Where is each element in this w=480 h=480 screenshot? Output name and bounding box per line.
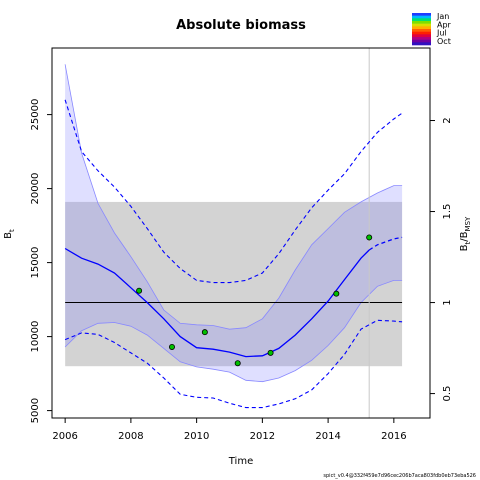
y2-tick-label: 0.5 bbox=[442, 386, 453, 402]
observation-point bbox=[333, 290, 340, 297]
x-tick-label: 2006 bbox=[52, 431, 77, 442]
observation-point bbox=[366, 234, 373, 241]
y2-tick-label: 1.5 bbox=[442, 204, 453, 220]
legend-label: Oct bbox=[437, 37, 451, 46]
legend-swatch bbox=[412, 34, 431, 38]
bmsy-band bbox=[65, 201, 403, 367]
observation-point bbox=[267, 349, 274, 356]
x-tick-label: 2010 bbox=[184, 431, 209, 442]
version-footnote: spict_v0.4@332f459e7d96cec206b7aca803fdb… bbox=[323, 473, 476, 479]
estimate-line bbox=[64, 247, 370, 358]
observation-point bbox=[201, 329, 208, 336]
x-axis-label: Time bbox=[228, 456, 253, 467]
x-tick-label: 2014 bbox=[315, 431, 340, 442]
y-axis: 5000 10000 15000 20000 25000 bbox=[30, 99, 52, 423]
legend-swatch bbox=[412, 18, 431, 22]
legend-label: Apr bbox=[437, 20, 452, 29]
x-axis: 2006 2008 2010 2012 2014 2016 bbox=[52, 418, 407, 442]
x-tick-label: 2012 bbox=[250, 431, 275, 442]
y-tick-label: 5000 bbox=[30, 398, 41, 423]
observation-point bbox=[168, 343, 175, 350]
y-tick-label: 10000 bbox=[30, 321, 41, 353]
observation-point bbox=[136, 287, 143, 294]
estimate-forecast-line bbox=[368, 236, 403, 251]
legend-swatch bbox=[412, 21, 431, 24]
legend-swatch bbox=[412, 26, 431, 30]
y-tick-label: 15000 bbox=[30, 247, 41, 279]
legend-swatch bbox=[412, 31, 431, 35]
ci-lower-line bbox=[64, 280, 403, 383]
ci-upper-line bbox=[64, 64, 403, 330]
chart-title: Absolute biomass bbox=[176, 18, 306, 33]
legend-swatch bbox=[412, 37, 431, 40]
plot-frame bbox=[51, 47, 431, 419]
legend-swatch bbox=[412, 15, 431, 19]
y2-tick-label: 2 bbox=[442, 117, 453, 123]
legend-swatch bbox=[412, 42, 431, 46]
y-axis-label: Bt bbox=[3, 229, 16, 239]
observation-point bbox=[234, 360, 241, 367]
x-tick-label: 2016 bbox=[381, 431, 406, 442]
legend-swatch bbox=[412, 13, 431, 16]
legend-label: Jan bbox=[436, 12, 449, 21]
observation-points bbox=[136, 234, 373, 367]
legend-swatch bbox=[412, 39, 431, 43]
x-tick-label: 2008 bbox=[118, 431, 143, 442]
legend-label: Jul bbox=[436, 29, 447, 38]
y2-tick-label: 1 bbox=[442, 299, 453, 305]
y2-axis-label: Bt/BMSY bbox=[459, 216, 472, 251]
y-tick-label: 20000 bbox=[30, 173, 41, 205]
ci-upper-dashed-line bbox=[64, 99, 403, 284]
ci-lower-dashed-line bbox=[64, 319, 403, 409]
y2-axis: 0.5 1 1.5 2 bbox=[430, 117, 453, 402]
legend-swatch bbox=[412, 29, 431, 32]
y-tick-label: 25000 bbox=[30, 99, 41, 131]
legend-swatch bbox=[412, 23, 431, 27]
